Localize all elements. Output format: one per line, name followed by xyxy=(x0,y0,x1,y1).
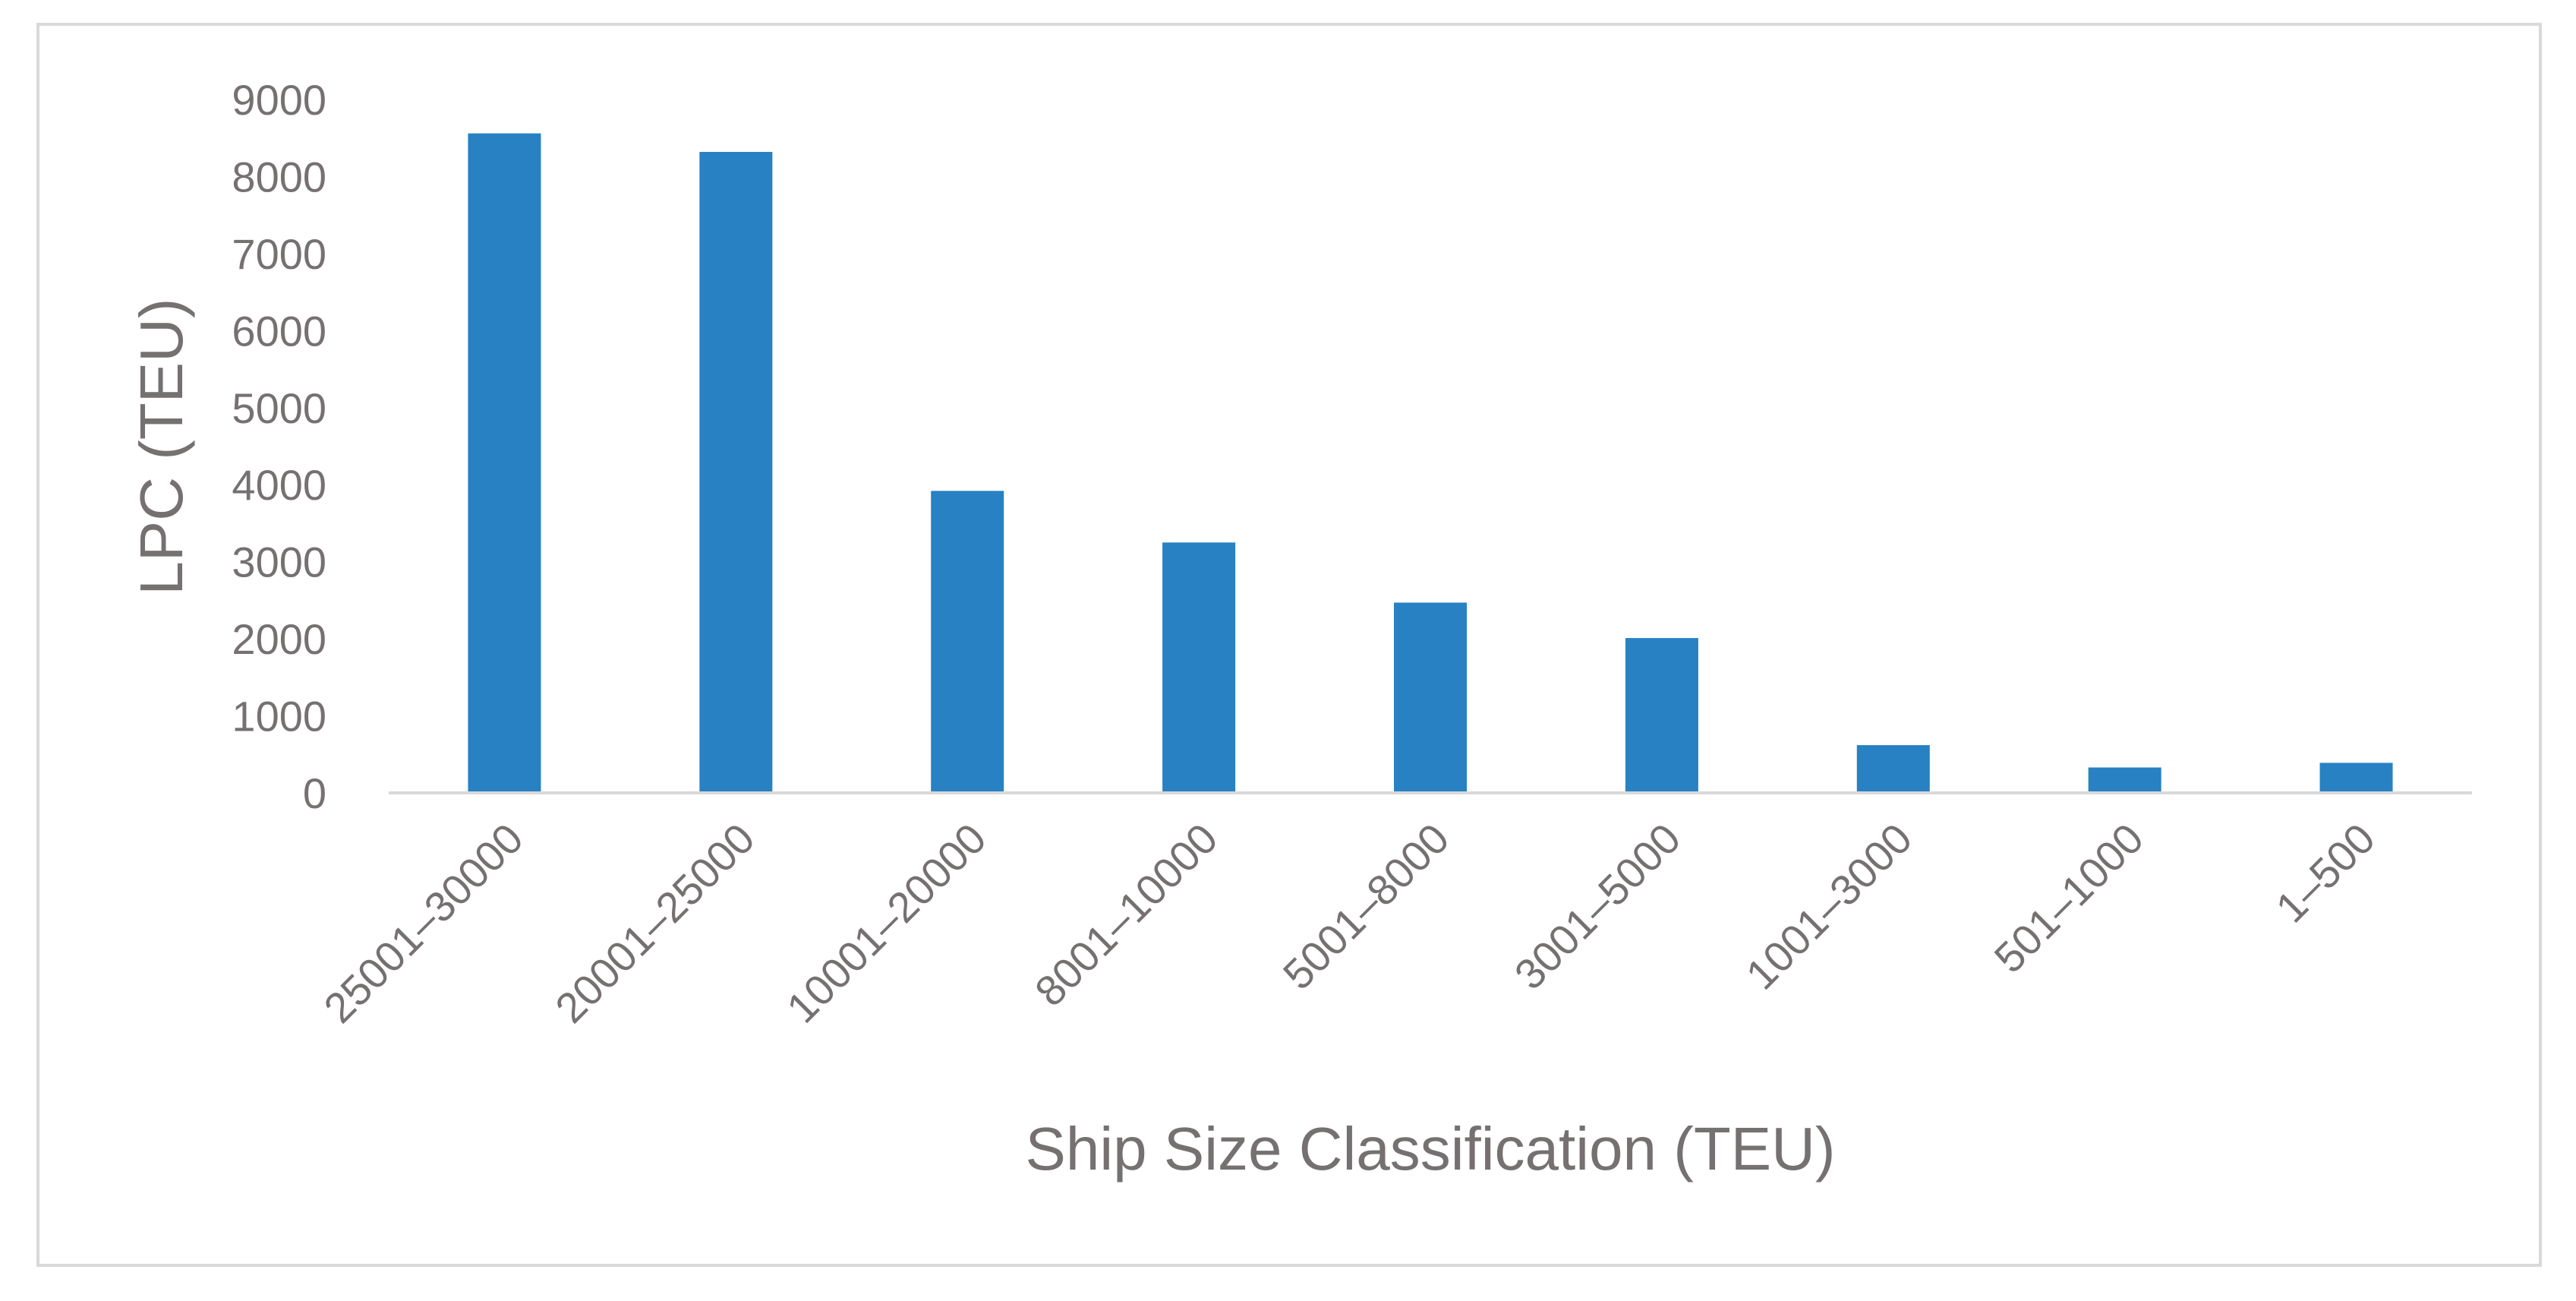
y-tick-label: 1000 xyxy=(232,693,326,740)
x-tick-label: 1001–3000 xyxy=(1737,814,1922,999)
bar xyxy=(468,133,541,793)
x-tick-label: 8001–10000 xyxy=(1026,814,1227,1015)
y-tick-label: 8000 xyxy=(232,153,326,201)
bar xyxy=(2319,763,2393,793)
bar xyxy=(1856,745,1930,793)
bar xyxy=(931,491,1004,793)
y-tick-label: 5000 xyxy=(232,384,326,432)
y-tick-label: 9000 xyxy=(232,76,326,124)
chart-frame xyxy=(36,23,2542,1267)
x-tick-label: 20001–25000 xyxy=(546,814,764,1032)
bar xyxy=(699,151,773,793)
y-tick-label: 2000 xyxy=(232,615,326,663)
x-tick-label: 5001–8000 xyxy=(1274,814,1458,999)
x-tick-label: 25001–30000 xyxy=(314,814,532,1032)
x-tick-label: 10001–20000 xyxy=(777,814,995,1032)
bar xyxy=(2088,767,2161,793)
x-tick-label: 3001–5000 xyxy=(1506,814,1690,999)
y-tick-label: 0 xyxy=(303,769,326,817)
bar xyxy=(1162,542,1236,793)
x-axis-ticks: 25001–30000 20001–25000 10001–20000 8001–10… xyxy=(314,814,2384,1032)
y-tick-label: 4000 xyxy=(232,461,326,509)
bar xyxy=(1625,638,1698,793)
y-axis-title: LPC (TEU) xyxy=(128,298,195,595)
x-tick-label: 501–1000 xyxy=(1985,814,2152,982)
y-tick-label: 7000 xyxy=(232,230,326,278)
y-tick-label: 3000 xyxy=(232,538,326,586)
bar xyxy=(1394,602,1467,793)
x-axis-title: Ship Size Classification (TEU) xyxy=(1026,1115,1836,1183)
x-tick-label: 1–500 xyxy=(2266,814,2384,932)
bars xyxy=(468,133,2393,793)
y-tick-label: 6000 xyxy=(232,307,326,355)
y-axis-ticks: 0 1000 2000 3000 4000 5000 6000 7000 8000 9000 xyxy=(232,76,326,817)
